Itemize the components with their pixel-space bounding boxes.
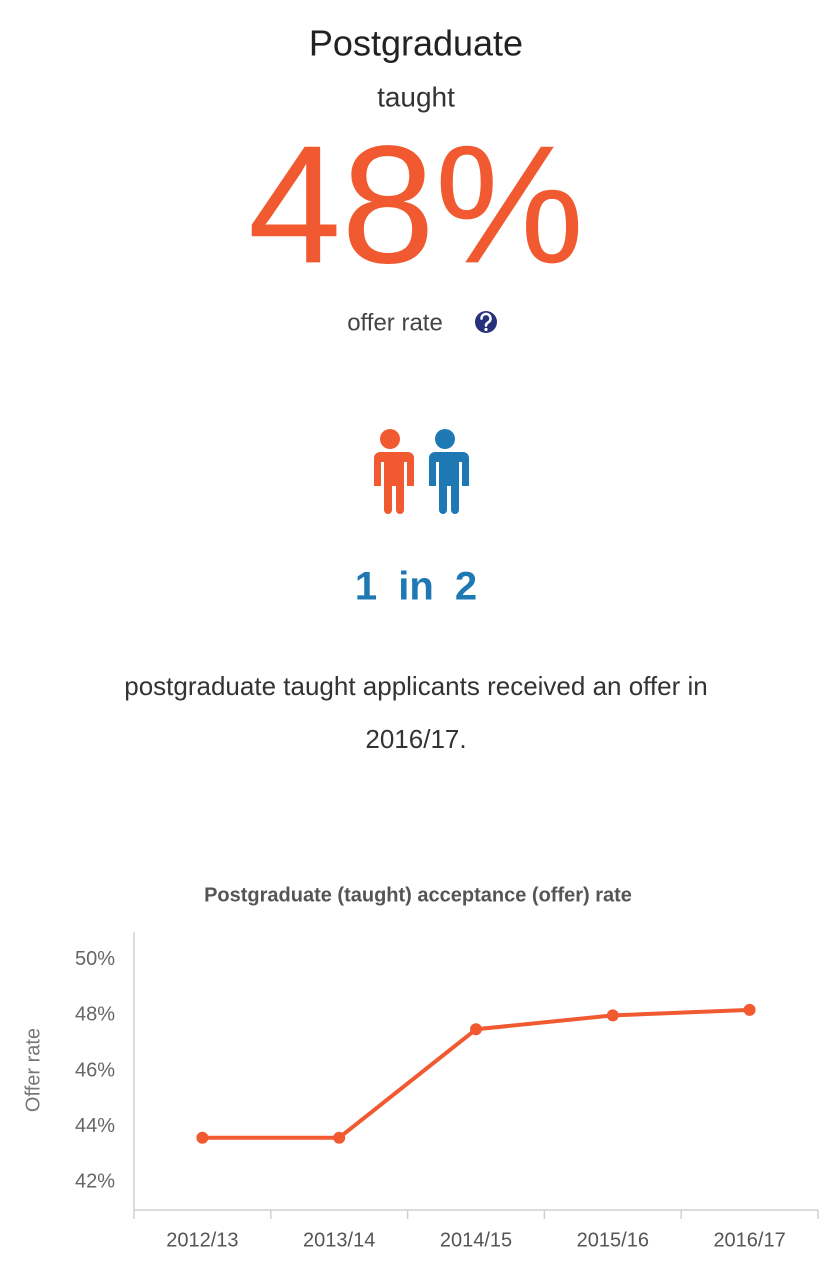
y-tick-label: 44% (75, 1115, 115, 1137)
ratio: 1 in 2 (355, 565, 477, 609)
y-tick-label: 50% (75, 948, 115, 970)
subtitle: taught (377, 81, 455, 112)
y-tick-label: 46% (75, 1059, 115, 1081)
stat-label: offer rate (347, 309, 443, 336)
point (743, 1003, 756, 1016)
y-tick-label: 42% (75, 1170, 115, 1192)
point (196, 1131, 209, 1144)
x-tick-label: 2014/15 (440, 1229, 512, 1251)
person-icon (372, 429, 414, 514)
help-icon[interactable] (475, 311, 497, 333)
y-axis-label: Offer rate (22, 1028, 44, 1112)
point (606, 1009, 619, 1022)
description-line: postgraduate taught applicants received … (124, 671, 707, 701)
x-tick-label: 2015/16 (577, 1229, 649, 1251)
point (470, 1023, 482, 1036)
x-tick-label: 2013/14 (303, 1229, 375, 1251)
x-tick-label: 2012/13 (166, 1229, 238, 1251)
big-stat: 48% (248, 110, 584, 298)
x-tick-label: 2016/17 (713, 1229, 785, 1251)
point (333, 1131, 346, 1144)
chart: Postgraduate (taught) acceptance (offer)… (22, 884, 819, 1251)
description-line: 2016/17. (365, 724, 466, 754)
title: Postgraduate (309, 23, 523, 64)
chart-title: Postgraduate (taught) acceptance (offer)… (204, 884, 632, 906)
y-tick-label: 48% (75, 1004, 115, 1026)
person-icon (427, 429, 469, 514)
